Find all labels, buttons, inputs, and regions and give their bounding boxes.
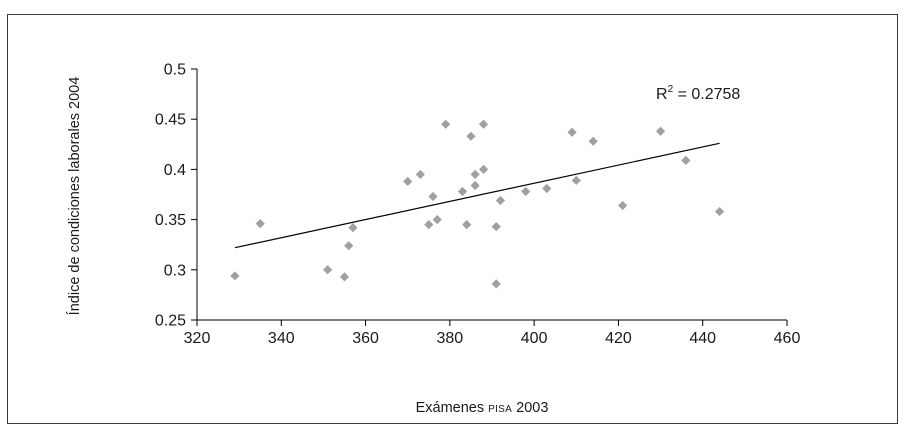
y-tick-label: 0.45 [155, 112, 186, 129]
data-point [428, 191, 438, 202]
data-point [230, 271, 240, 281]
data-point [714, 206, 725, 217]
data-point [542, 183, 552, 194]
data-point [681, 155, 691, 165]
x-tick-label: 400 [521, 330, 548, 347]
x-ticks: 320 340 360 380 400 420 440 460 [184, 320, 801, 347]
data-point [588, 136, 598, 146]
x-axis-label-pisa: PISA [488, 404, 512, 415]
data-point [521, 186, 531, 197]
x-tick-label: 380 [437, 330, 464, 347]
x-tick-label: 460 [774, 330, 801, 347]
data-point [432, 215, 442, 225]
data-point [491, 222, 501, 232]
chart-frame [7, 14, 898, 424]
y-tick-label: 0.3 [164, 262, 186, 279]
data-point [323, 265, 333, 275]
data-point [441, 119, 451, 129]
y-tick-label: 0.4 [164, 162, 186, 179]
data-point [415, 169, 425, 180]
data-point [255, 219, 265, 229]
trend-line [234, 142, 720, 249]
r-squared-value: = 0.2758 [673, 86, 740, 103]
x-axis-label: Exámenes PISA 2003 [416, 400, 549, 416]
data-point [339, 272, 350, 282]
data-point [571, 175, 581, 186]
data-point [344, 241, 354, 251]
y-ticks: 0.25 0.3 0.35 0.4 0.45 0.5 [155, 62, 197, 330]
x-axis-label-prefix: Exámenes [416, 400, 485, 416]
data-point [495, 195, 506, 206]
axes [196, 69, 787, 321]
data-points [230, 119, 725, 289]
data-point [478, 119, 489, 129]
y-tick-label: 0.5 [164, 62, 186, 79]
data-point [567, 127, 577, 137]
r-squared-annotation: R2 = 0.2758 [656, 84, 740, 103]
data-point [424, 220, 434, 230]
r-squared-r: R [656, 86, 668, 103]
data-point [466, 131, 476, 141]
x-tick-label: 420 [605, 330, 632, 347]
data-point [403, 176, 413, 187]
r-squared-superscript: 2 [668, 84, 674, 95]
data-point [348, 223, 358, 233]
y-axis-label: Índice de condiciones laborales 2004 [66, 77, 83, 316]
data-point [618, 200, 628, 211]
x-tick-label: 440 [689, 330, 716, 347]
data-point [655, 126, 666, 136]
x-tick-label: 360 [352, 330, 379, 347]
data-point [491, 279, 501, 289]
data-point [470, 169, 480, 180]
x-axis-label-year: 2003 [516, 400, 548, 416]
data-point [457, 186, 468, 197]
data-point [478, 164, 489, 174]
y-tick-label: 0.25 [155, 313, 186, 330]
data-point [462, 220, 472, 230]
y-tick-label: 0.35 [155, 212, 186, 229]
x-tick-label: 320 [184, 330, 211, 347]
x-tick-label: 340 [268, 330, 295, 347]
data-point [470, 180, 480, 191]
